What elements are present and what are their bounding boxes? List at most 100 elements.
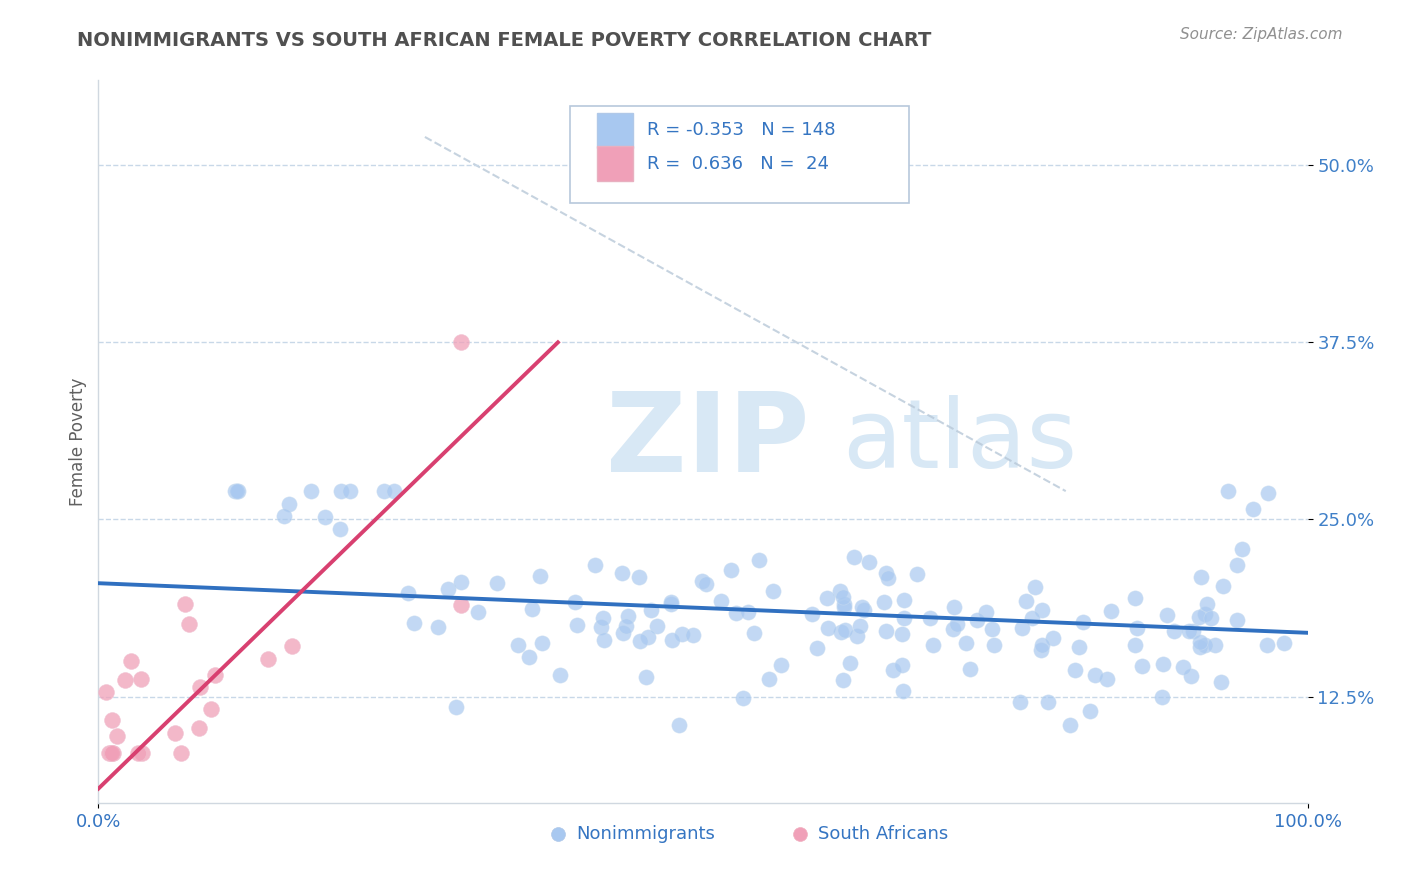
Point [640, 603, 662, 617]
Point [105, 729, 128, 743]
Point [129, 672, 152, 686]
Point [1123, 638, 1146, 652]
Point [114, 673, 136, 688]
Point [851, 600, 873, 615]
Point [891, 684, 914, 698]
Point [966, 613, 988, 627]
Point [873, 595, 896, 609]
Point [450, 599, 472, 613]
Point [1181, 624, 1204, 638]
Text: Source: ZipAtlas.com: Source: ZipAtlas.com [1180, 27, 1343, 42]
Point [616, 608, 638, 623]
Point [1256, 638, 1278, 652]
Point [97, 746, 120, 760]
Point [1194, 607, 1216, 621]
Point [636, 670, 658, 684]
Point [564, 595, 586, 609]
Point [1029, 643, 1052, 657]
Point [1084, 668, 1107, 682]
Point [893, 592, 915, 607]
Point [981, 622, 1004, 636]
Point [832, 597, 855, 611]
Point [737, 606, 759, 620]
Point [1156, 608, 1178, 623]
Point [610, 566, 633, 580]
Point [94, 684, 117, 698]
Point [748, 552, 770, 566]
Point [426, 620, 449, 634]
Point [842, 550, 865, 565]
Point [396, 586, 419, 600]
Point [830, 624, 852, 639]
Point [301, 484, 323, 499]
Point [710, 594, 733, 608]
Point [1152, 690, 1174, 705]
Point [614, 619, 637, 633]
Point [1204, 638, 1226, 652]
Point [645, 619, 668, 633]
Point [1008, 695, 1031, 709]
Point [506, 638, 529, 652]
Y-axis label: Female Poverty: Female Poverty [69, 377, 87, 506]
Text: Nonimmigrants: Nonimmigrants [576, 825, 714, 843]
Point [1178, 624, 1201, 639]
Point [450, 575, 472, 590]
Point [314, 510, 336, 524]
Point [224, 484, 246, 499]
Point [329, 484, 352, 499]
Point [831, 673, 853, 688]
Point [832, 599, 855, 614]
Point [918, 611, 941, 625]
Point [834, 623, 856, 637]
Point [905, 567, 928, 582]
Text: NONIMMIGRANTS VS SOUTH AFRICAN FEMALE POVERTY CORRELATION CHART: NONIMMIGRANTS VS SOUTH AFRICAN FEMALE PO… [77, 31, 932, 50]
Text: R = -0.353   N = 148: R = -0.353 N = 148 [647, 121, 837, 139]
Point [893, 611, 915, 625]
Point [329, 522, 352, 536]
Point [661, 633, 683, 648]
FancyBboxPatch shape [569, 105, 908, 203]
Point [339, 484, 361, 499]
Point [921, 638, 943, 652]
Point [612, 625, 634, 640]
Point [120, 654, 142, 668]
Point [671, 627, 693, 641]
Point [1241, 501, 1264, 516]
Point [204, 667, 226, 681]
Point [1226, 558, 1249, 572]
Point [875, 566, 897, 580]
Point [1199, 610, 1222, 624]
Point [589, 620, 612, 634]
Point [1209, 675, 1232, 690]
Point [1031, 603, 1053, 617]
Point [731, 690, 754, 705]
Point [517, 649, 540, 664]
Point [256, 652, 278, 666]
Point [875, 624, 897, 638]
Point [1163, 624, 1185, 638]
Point [1216, 484, 1239, 499]
Point [1069, 640, 1091, 655]
Point [1078, 704, 1101, 718]
Point [550, 668, 572, 682]
Point [101, 713, 124, 727]
Point [682, 628, 704, 642]
Point [188, 722, 211, 736]
Point [1189, 570, 1212, 584]
Point [373, 484, 395, 499]
Point [567, 618, 589, 632]
Point [945, 616, 967, 631]
Bar [596, 146, 633, 181]
Point [758, 672, 780, 686]
Point [444, 700, 467, 714]
Point [103, 746, 125, 760]
Point [1024, 580, 1046, 594]
Point [1152, 657, 1174, 671]
Point [817, 621, 839, 635]
Point [127, 746, 149, 760]
Point [1226, 613, 1249, 627]
Point [100, 746, 122, 760]
Point [101, 746, 124, 760]
Point [839, 656, 862, 670]
Point [170, 746, 193, 760]
